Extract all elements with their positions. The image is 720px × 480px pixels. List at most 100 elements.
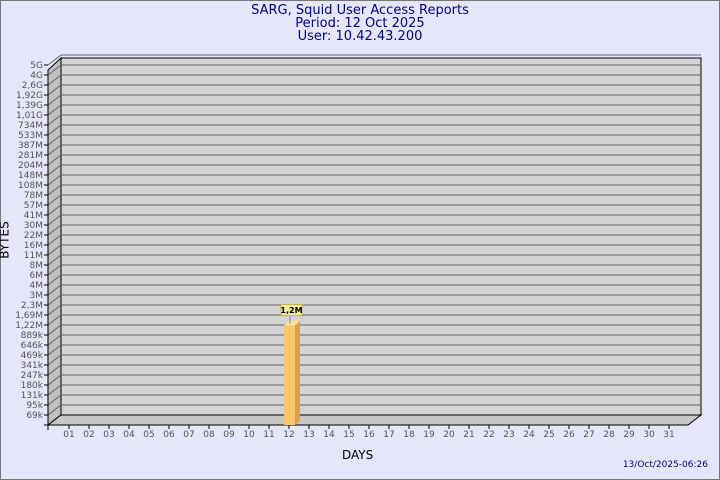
y-tick-label: 22M xyxy=(24,231,43,241)
x-tick-label: 26 xyxy=(563,430,575,440)
x-tick-label: 17 xyxy=(383,430,394,440)
y-tick-label: 1,01G xyxy=(16,111,43,121)
gridline-side xyxy=(47,394,62,406)
plot-floor xyxy=(46,414,703,426)
chart-title: SARG, Squid User Access Reports xyxy=(251,3,469,18)
y-tick-label: 533M xyxy=(18,131,43,141)
gridline-side xyxy=(47,124,62,136)
gridline-side xyxy=(47,344,62,356)
x-tick-label: 22 xyxy=(483,430,494,440)
gridline-side xyxy=(47,174,62,186)
bar xyxy=(284,325,295,425)
gridline-side xyxy=(47,404,62,416)
y-tick-label: 2,3M xyxy=(21,301,43,311)
y-tick-label: 30M xyxy=(24,221,43,231)
x-tick-label: 28 xyxy=(603,430,615,440)
gridline-side xyxy=(47,384,62,396)
gridline-side xyxy=(47,234,62,246)
y-tick-label: 4M xyxy=(30,281,44,291)
gridline-side xyxy=(47,74,62,86)
y-tick-label: 78M xyxy=(24,191,43,201)
gridline-side xyxy=(47,244,62,256)
x-tick-label: 05 xyxy=(143,430,154,440)
x-tick-label: 01 xyxy=(63,430,74,440)
gridline-side xyxy=(47,224,62,236)
y-tick-label: 95k xyxy=(26,401,43,411)
x-tick-label: 07 xyxy=(183,430,194,440)
gridline-side xyxy=(47,324,62,336)
gridline-side xyxy=(47,84,62,96)
gridline-side xyxy=(47,154,62,166)
y-tick-label: 247k xyxy=(21,371,44,381)
y-tick-label: 6M xyxy=(30,271,44,281)
gridline-side xyxy=(47,54,62,66)
gridline-side xyxy=(47,274,62,286)
x-tick-label: 02 xyxy=(83,430,94,440)
y-tick-label: 41M xyxy=(24,211,43,221)
gridline-side xyxy=(47,254,62,266)
y-tick-label: 3M xyxy=(30,291,44,301)
x-axis-label: DAYS xyxy=(342,448,374,462)
gridline-side xyxy=(47,104,62,116)
x-tick-label: 20 xyxy=(443,430,455,440)
x-tick-label: 12 xyxy=(283,430,294,440)
x-tick-label: 27 xyxy=(583,430,594,440)
gridline-side xyxy=(47,184,62,196)
y-tick-label: 131k xyxy=(21,391,44,401)
x-tick-label: 30 xyxy=(643,430,655,440)
x-tick-label: 16 xyxy=(363,430,375,440)
gridline-side xyxy=(47,314,62,326)
data-label-box xyxy=(280,304,303,317)
x-tick-label: 18 xyxy=(403,430,415,440)
gridline-side xyxy=(47,64,62,76)
y-tick-label: 16M xyxy=(24,241,43,251)
y-tick-label: 281M xyxy=(18,151,43,161)
y-tick-label: 1,22M xyxy=(15,321,43,331)
y-tick-label: 8M xyxy=(30,261,44,271)
x-tick-label: 29 xyxy=(623,430,635,440)
gridline-side xyxy=(47,144,62,156)
generated-timestamp: 13/Oct/2025-06:26 xyxy=(622,460,708,470)
x-tick-label: 31 xyxy=(663,430,674,440)
x-tick-label: 14 xyxy=(323,430,335,440)
plot-back-wall xyxy=(60,57,702,416)
y-tick-label: 148M xyxy=(18,171,43,181)
gridline-side xyxy=(47,94,62,106)
gridline-side xyxy=(47,264,62,276)
x-tick-label: 24 xyxy=(523,430,535,440)
data-label: 1,2M xyxy=(280,306,302,315)
gridline-side xyxy=(47,134,62,146)
y-tick-label: 4G xyxy=(30,71,43,81)
y-tick-label: 204M xyxy=(18,161,43,171)
bar-top xyxy=(284,320,300,326)
gridline-side xyxy=(47,214,62,226)
x-tick-label: 21 xyxy=(463,430,474,440)
gridline-side xyxy=(47,364,62,376)
gridline-side xyxy=(47,114,62,126)
gridline-side xyxy=(47,334,62,346)
chart-user: User: 10.42.43.200 xyxy=(297,29,423,44)
x-tick-label: 06 xyxy=(163,430,175,440)
gridline-side xyxy=(47,294,62,306)
gridline-side xyxy=(47,194,62,206)
y-axis-label: BYTES xyxy=(0,221,12,259)
y-tick-label: 5G xyxy=(30,61,43,71)
x-tick-label: 11 xyxy=(263,430,274,440)
gridline-side xyxy=(47,374,62,386)
y-tick-label: 469k xyxy=(21,351,44,361)
y-tick-label: 646k xyxy=(21,341,44,351)
y-tick-label: 2,6G xyxy=(22,81,43,91)
y-tick-label: 1,92G xyxy=(16,91,43,101)
x-tick-label: 23 xyxy=(503,430,514,440)
gridline-side xyxy=(47,304,62,316)
chart-period: Period: 12 Oct 2025 xyxy=(295,16,425,31)
x-tick-label: 09 xyxy=(223,430,235,440)
y-tick-label: 889k xyxy=(21,331,44,341)
y-tick-label: 387M xyxy=(18,141,43,151)
bar-day-12: 1,2M xyxy=(280,304,303,425)
gridline-side xyxy=(47,354,62,366)
y-tick-label: 108M xyxy=(18,181,43,191)
x-tick-label: 08 xyxy=(203,430,215,440)
y-tick-label: 11M xyxy=(24,251,43,261)
